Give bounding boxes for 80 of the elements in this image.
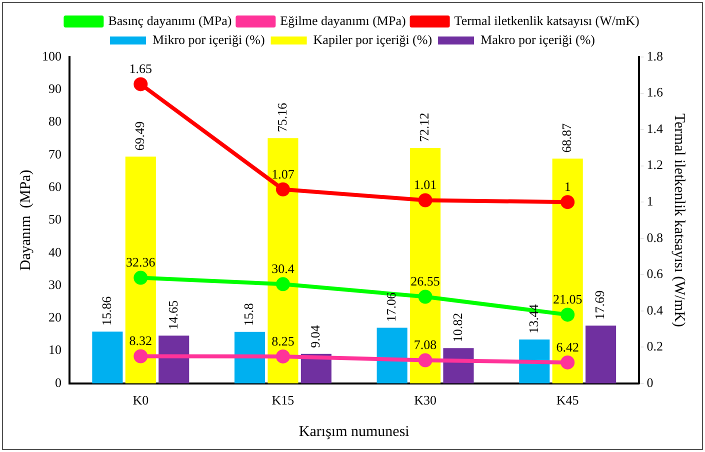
- point: [276, 277, 290, 292]
- bar: [410, 148, 441, 384]
- data-label: 13.44: [526, 304, 541, 334]
- bar: [92, 332, 123, 384]
- point: [134, 270, 148, 285]
- data-label: 1.07: [272, 166, 295, 182]
- data-label: 21.05: [552, 292, 582, 307]
- y-tick-label: 70: [48, 146, 62, 162]
- data-label: 15.86: [98, 296, 114, 326]
- bar: [125, 156, 156, 384]
- legend-label: Kapiler por içeriği (%): [313, 32, 432, 47]
- point: [418, 193, 432, 208]
- y-tick-label: 60: [48, 178, 62, 194]
- point: [560, 195, 575, 210]
- y2-axis-title: Termal iletkenlik katsayısı (W/mK): [671, 113, 688, 327]
- data-label: 14.65: [165, 300, 180, 330]
- point: [276, 349, 290, 364]
- x-axis-title: Karışım numunesi: [298, 424, 410, 440]
- data-label: 9.04: [308, 324, 323, 348]
- point: [134, 77, 148, 92]
- y2-tick-label: 0.8: [646, 230, 663, 245]
- y-tick-label: 30: [48, 276, 62, 292]
- y2-tick-label: 1.6: [646, 84, 664, 100]
- data-label: 1.01: [414, 177, 437, 192]
- point: [134, 349, 148, 364]
- data-label: 69.49: [132, 121, 148, 151]
- legend-label: Eğilme dayanımı (MPa): [280, 12, 406, 28]
- data-label: 6.42: [556, 339, 579, 354]
- bar: [376, 328, 408, 384]
- data-label: 32.36: [126, 254, 156, 270]
- y2-tick-label: 0: [646, 374, 654, 390]
- data-label: 7.08: [414, 337, 437, 352]
- y-tick-label: 20: [48, 310, 62, 325]
- point: [418, 290, 432, 304]
- legend-label: Termal iletkenlik katsayısı (W/mK): [454, 12, 640, 28]
- bar: [586, 326, 616, 384]
- data-label: 68.87: [559, 122, 574, 153]
- x-tick-label: K45: [556, 392, 579, 408]
- data-label: 17.06: [383, 292, 398, 322]
- data-label: 10.82: [450, 312, 465, 342]
- y-tick-label: 80: [48, 114, 62, 129]
- data-label: 1: [564, 178, 571, 194]
- x-tick-label: K15: [272, 392, 294, 408]
- data-label: 1.65: [129, 61, 152, 76]
- data-label: 8.25: [272, 333, 294, 348]
- y-tick-label: 50: [48, 212, 62, 227]
- legend-label: Makro por içeriği (%): [480, 32, 595, 47]
- bar: [158, 336, 190, 384]
- point: [418, 353, 432, 368]
- y2-tick-label: 0.2: [646, 338, 663, 354]
- bar: [519, 340, 550, 384]
- legend-label: Basınç dayanımı (MPa): [108, 12, 232, 28]
- y-tick-label: 40: [48, 244, 62, 260]
- data-label: 8.32: [129, 333, 152, 348]
- y2-tick-label: 1.4: [646, 120, 664, 136]
- bar: [268, 138, 298, 384]
- data-label: 30.4: [272, 261, 295, 276]
- x-tick-label: K30: [414, 392, 436, 408]
- y2-tick-label: 1: [646, 193, 654, 208]
- y-tick-label: 90: [48, 81, 62, 96]
- y2-tick-label: 0.6: [646, 266, 664, 282]
- bar: [234, 332, 266, 384]
- data-label: 72.12: [416, 112, 432, 142]
- data-label: 26.55: [410, 274, 440, 289]
- point: [560, 355, 575, 370]
- y-tick-label: 10: [48, 342, 62, 358]
- y-axis-title: Dayanım (MPa): [18, 170, 34, 271]
- data-label: 15.8: [241, 303, 256, 326]
- y-tick-label: 0: [55, 374, 62, 390]
- data-label: 17.69: [592, 290, 608, 320]
- y2-tick-label: 1.8: [646, 48, 663, 64]
- bar: [552, 158, 583, 384]
- y2-tick-label: 1.2: [646, 157, 663, 172]
- point: [276, 182, 290, 196]
- legend-label: Mikro por içeriği (%): [152, 32, 265, 47]
- y-tick-label: 100: [42, 48, 62, 64]
- data-label: 75.16: [274, 102, 290, 132]
- y2-tick-label: 0.4: [646, 302, 664, 318]
- point: [560, 308, 575, 322]
- x-tick-label: K0: [132, 392, 149, 408]
